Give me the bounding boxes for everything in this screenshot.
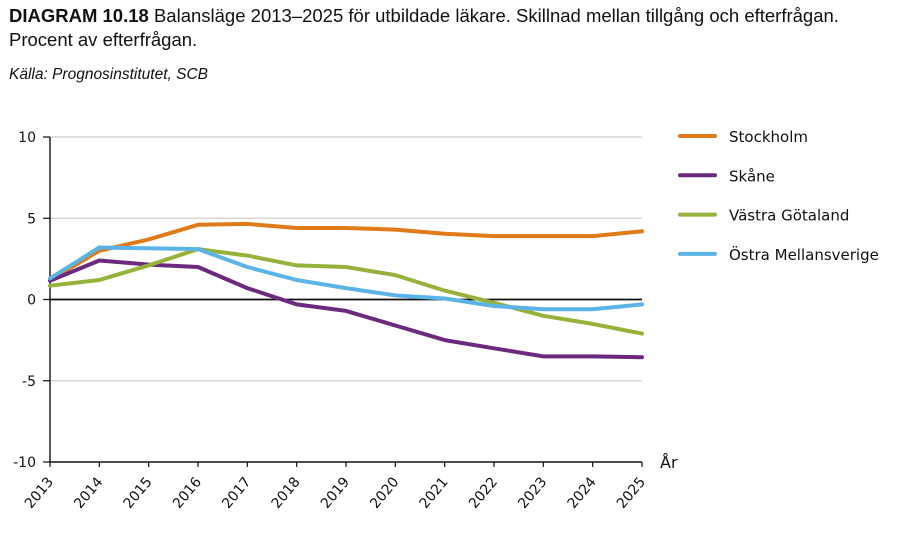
y-tick-label: -5 [22, 374, 36, 390]
y-tick-label: 10 [18, 130, 36, 146]
x-axis-label: År [660, 453, 678, 472]
diagram-label: DIAGRAM 10.18 [9, 5, 149, 26]
series-line-östra-mellansverige [48, 245, 644, 312]
y-axis-ticks: 10 5 0 -5 -10 [13, 130, 50, 471]
x-tick-label: 2014 [71, 474, 106, 512]
x-tick-label: 2021 [417, 474, 452, 512]
x-tick-label: 2019 [318, 474, 353, 512]
title-text: Balansläge 2013–2025 för utbildade läkar… [9, 5, 839, 50]
legend: Stockholm Skåne Västra Götaland Östra Mella… [678, 128, 879, 264]
series-line-västra-götaland [48, 247, 644, 336]
y-tick-label: -10 [13, 455, 36, 471]
x-tick-label: 2015 [121, 474, 156, 512]
x-axis-ticks: 2013 2014 2015 2016 2017 2018 2019 2020 2021 2022… [22, 462, 649, 512]
chart-source: Källa: Prognosinstitutet, SCB [9, 66, 209, 83]
x-tick-label: 2024 [565, 474, 600, 512]
y-tick-label: 5 [27, 211, 36, 227]
x-tick-label: 2016 [170, 474, 205, 512]
chart-title: DIAGRAM 10.18 Balansläge 2013–2025 för u… [9, 4, 889, 52]
legend-label: Stockholm [729, 128, 808, 146]
x-tick-label: 2022 [466, 474, 501, 512]
axes [49, 137, 642, 463]
x-tick-label: 2013 [22, 474, 57, 512]
x-tick-label: 2018 [269, 474, 304, 512]
gridlines [50, 136, 642, 382]
x-tick-label: 2017 [219, 474, 254, 512]
legend-label: Västra Götaland [729, 207, 849, 225]
series-line-stockholm [48, 221, 644, 282]
x-tick-label: 2025 [614, 474, 649, 512]
legend-label: Östra Mellansverige [729, 245, 879, 264]
x-tick-label: 2020 [367, 474, 402, 512]
y-tick-label: 0 [27, 293, 36, 309]
x-tick-label: 2023 [515, 474, 550, 512]
legend-label: Skåne [729, 167, 775, 185]
series-lines [48, 221, 644, 360]
